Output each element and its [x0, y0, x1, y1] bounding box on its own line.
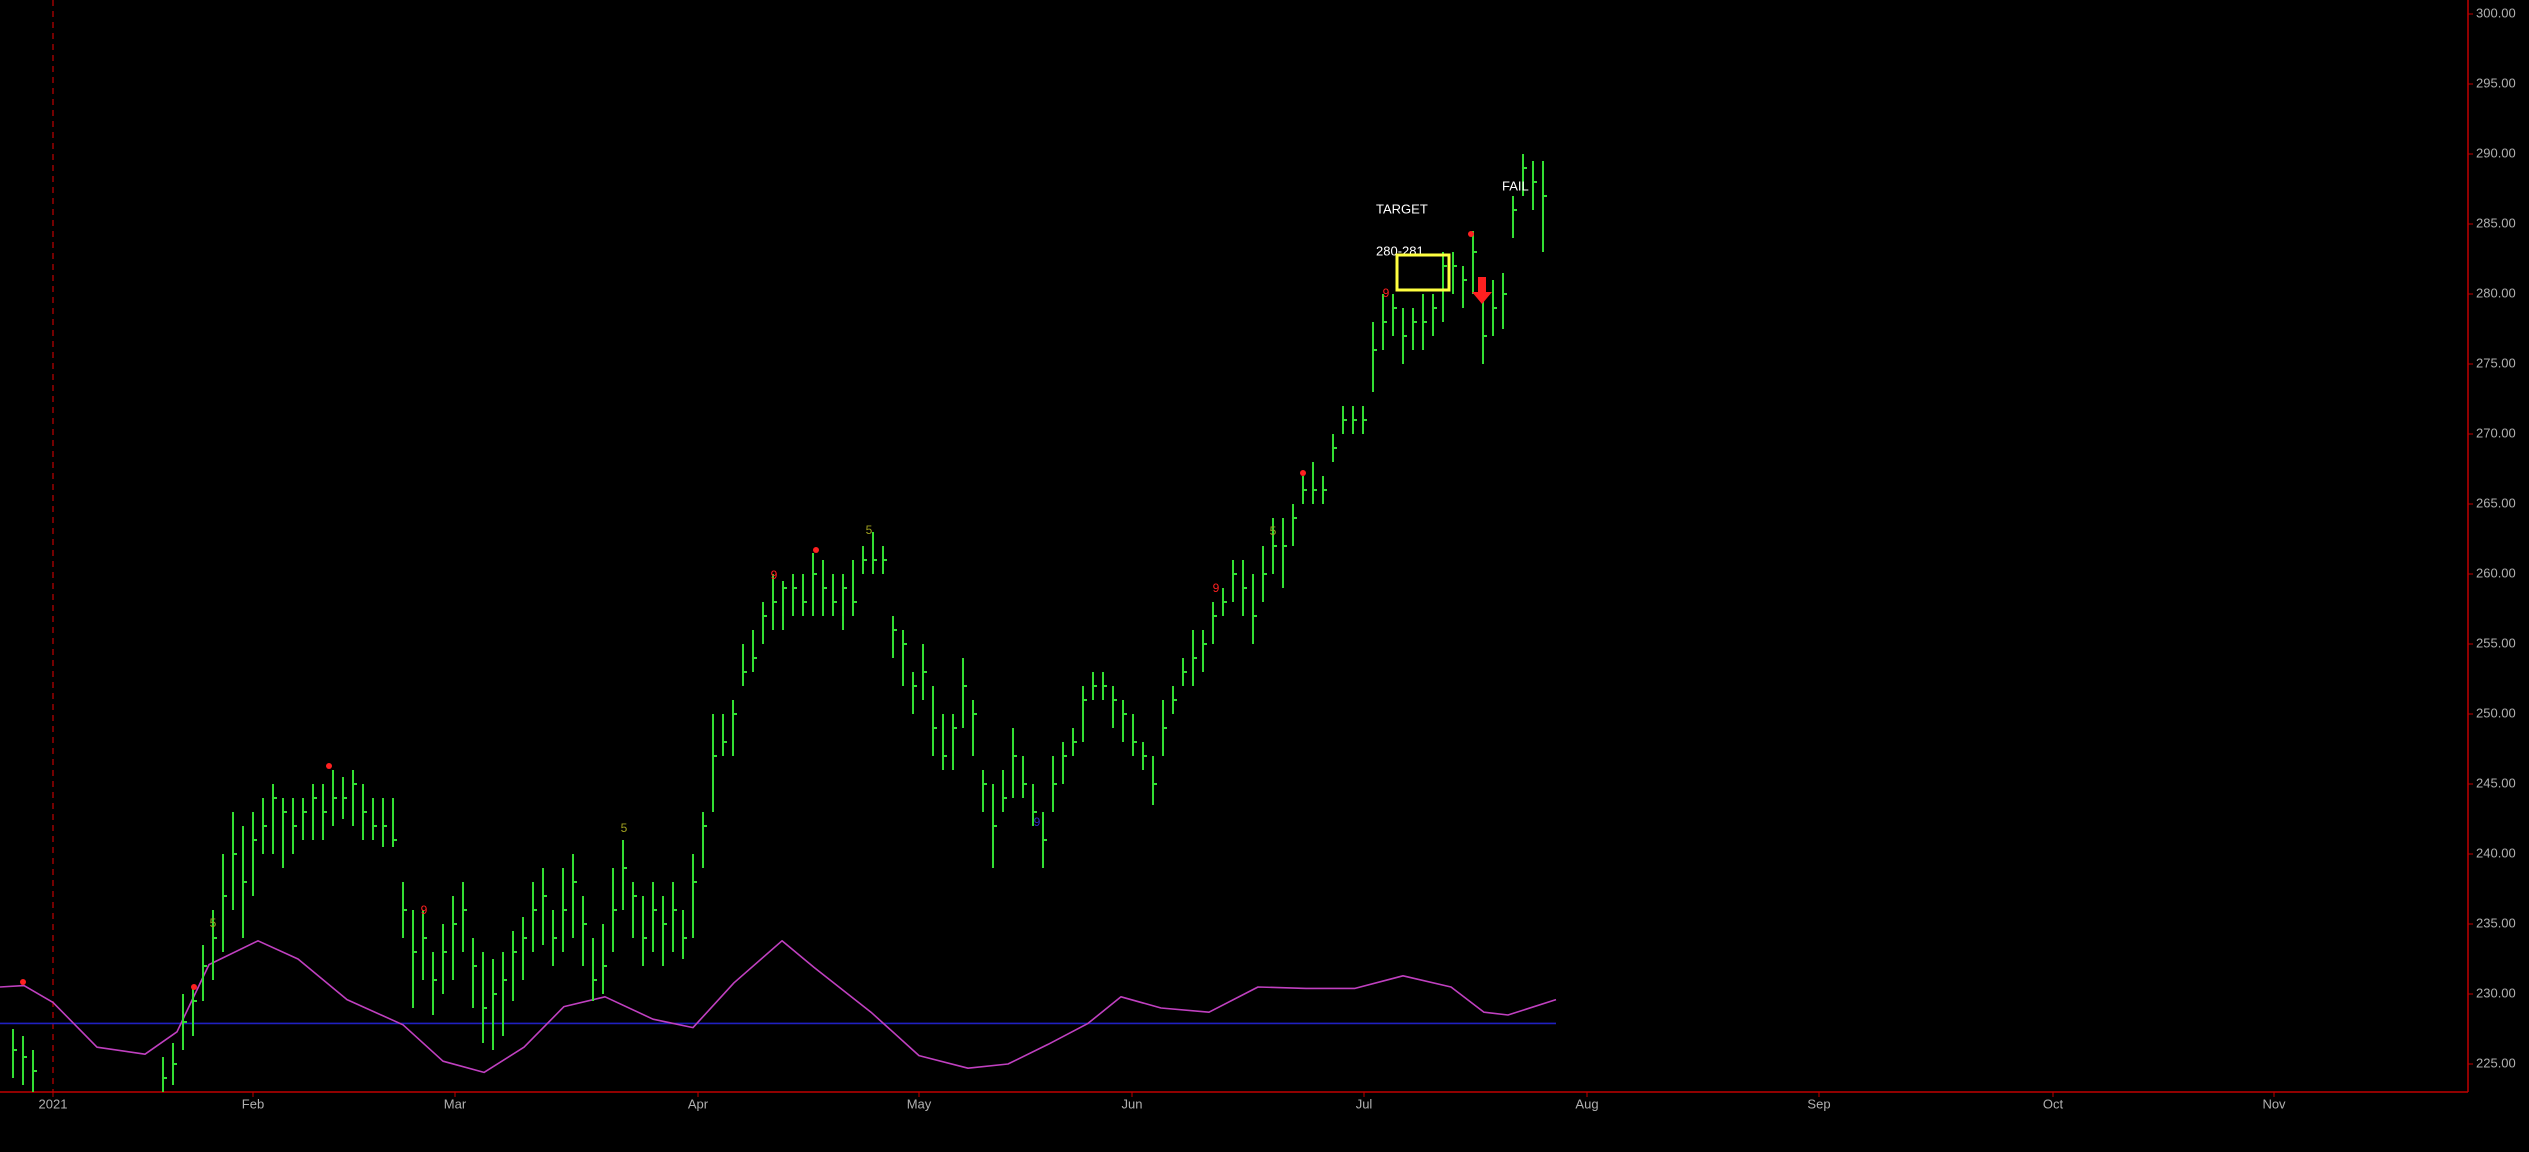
- y-tick-label: 300.00: [2476, 5, 2516, 20]
- signal-label: 9: [421, 903, 428, 917]
- y-tick-label: 260.00: [2476, 565, 2516, 580]
- signal-label: 9: [1383, 286, 1390, 300]
- signal-label: 5: [621, 821, 628, 835]
- signal-label: 9: [1034, 815, 1041, 829]
- target-box: [1395, 253, 1451, 292]
- signal-dot: [813, 547, 819, 553]
- y-tick-label: 270.00: [2476, 425, 2516, 440]
- y-tick-label: 225.00: [2476, 1055, 2516, 1070]
- signal-label: 9: [1213, 581, 1220, 595]
- x-tick-label: Oct: [2043, 1096, 2064, 1111]
- y-tick-label: 255.00: [2476, 635, 2516, 650]
- y-tick-label: 235.00: [2476, 915, 2516, 930]
- y-tick-label: 290.00: [2476, 145, 2516, 160]
- signal-label: 5: [210, 916, 217, 930]
- x-tick-label: May: [907, 1096, 932, 1111]
- fail-arrow: [1472, 277, 1492, 304]
- fail-label: FAIL: [1502, 178, 1529, 193]
- y-tick-label: 295.00: [2476, 75, 2516, 90]
- x-tick-label: Sep: [1807, 1096, 1830, 1111]
- y-tick-label: 275.00: [2476, 355, 2516, 370]
- y-tick-label: 250.00: [2476, 705, 2516, 720]
- x-tick-label: Aug: [1575, 1096, 1598, 1111]
- target-label: TARGET: [1376, 201, 1428, 216]
- x-tick-label: Nov: [2262, 1096, 2286, 1111]
- x-tick-label: Jul: [1356, 1096, 1373, 1111]
- x-tick-label: Apr: [688, 1096, 709, 1111]
- y-tick-label: 280.00: [2476, 285, 2516, 300]
- signal-dot: [20, 979, 26, 985]
- signal-dot: [1300, 470, 1306, 476]
- x-tick-label: Feb: [242, 1096, 264, 1111]
- signal-label: 9: [771, 568, 778, 582]
- y-tick-label: 285.00: [2476, 215, 2516, 230]
- signal-label: 5: [1270, 524, 1277, 538]
- y-tick-label: 265.00: [2476, 495, 2516, 510]
- y-tick-label: 240.00: [2476, 845, 2516, 860]
- x-tick-label: Mar: [444, 1096, 467, 1111]
- y-tick-label: 245.00: [2476, 775, 2516, 790]
- signal-label: 5: [866, 523, 873, 537]
- y-tick-label: 230.00: [2476, 985, 2516, 1000]
- x-tick-label: Jun: [1122, 1096, 1143, 1111]
- oscillator-line: [0, 940, 1557, 1074]
- bars: [0, 154, 1557, 1092]
- signal-dot: [326, 763, 332, 769]
- signal-dot: [1468, 231, 1474, 237]
- x-tick-label: 2021: [39, 1096, 68, 1111]
- axes: 225.00 230.00 235.00 240.00 245.00 250.00 255.…: [0, 0, 2516, 1111]
- signal-dots: [20, 231, 1474, 990]
- signal-dot: [191, 984, 197, 990]
